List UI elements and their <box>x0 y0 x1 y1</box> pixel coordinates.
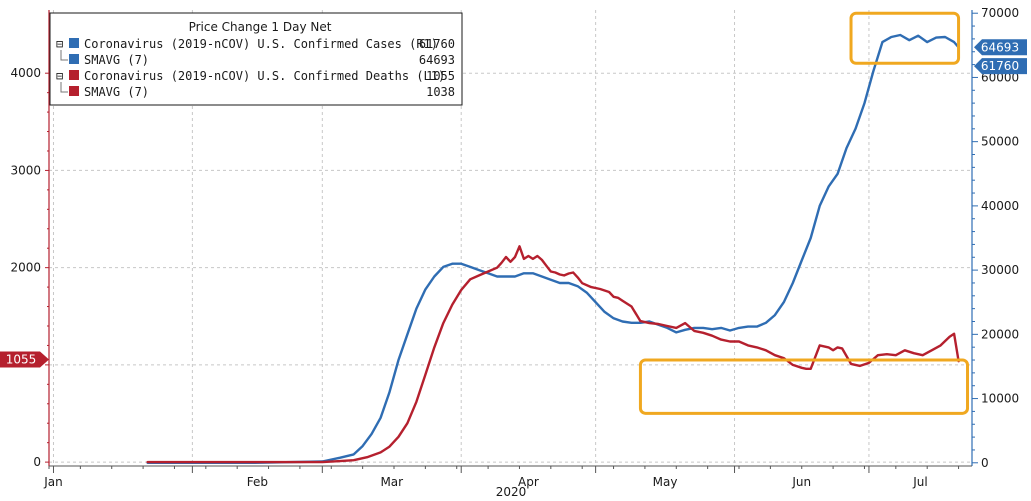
series-layer <box>146 33 960 464</box>
legend-entry-label: SMAVG (7) <box>84 53 149 67</box>
legend-collapse-toggle: ⊟ <box>56 69 63 83</box>
axis-value-flags: 1055 64693 61760 <box>0 39 1027 368</box>
highlight-box <box>849 11 961 65</box>
legend-entry-value: 61760 <box>419 37 455 51</box>
legend-swatch <box>69 86 79 96</box>
left-tick-label: 4000 <box>10 66 41 80</box>
legend-entry-label: Coronavirus (2019-nCOV) U.S. Confirmed D… <box>84 69 445 83</box>
legend-swatch <box>69 38 79 48</box>
deaths-smavg-line <box>146 245 960 464</box>
x-tick-label: Jul <box>912 475 927 489</box>
legend-entry-value: 64693 <box>419 53 455 67</box>
legend-entry-value: 1055 <box>426 69 455 83</box>
legend-entry-label: Coronavirus (2019-nCOV) U.S. Confirmed C… <box>84 37 438 51</box>
left-tick-label: 0 <box>33 455 41 469</box>
right-tick-label: 30000 <box>981 263 1019 277</box>
right-tick-label: 50000 <box>981 135 1019 149</box>
right-tick-label: 10000 <box>981 392 1019 406</box>
legend-collapse-toggle: ⊟ <box>56 37 63 51</box>
right-flag-label: 64693 <box>981 40 1019 54</box>
highlight-box <box>638 358 970 415</box>
legend-box <box>49 12 463 106</box>
legend-swatch <box>69 70 79 80</box>
left-tick-label: 2000 <box>10 261 41 275</box>
x-axis-title: 2020 <box>496 485 527 499</box>
left-axis-ticks: 0 2000 3000 4000 <box>10 66 49 469</box>
legend-entry-value: 1038 <box>426 85 455 99</box>
cases-smavg-line <box>146 33 960 464</box>
x-axis-ticks: Jan Feb Mar Apr May Jun Jul <box>43 466 960 489</box>
grid <box>49 10 972 466</box>
x-tick-label: Jun <box>791 475 811 489</box>
x-tick-label: Apr <box>518 475 539 489</box>
right-tick-label: 70000 <box>981 6 1019 20</box>
x-tick-label: Feb <box>247 475 268 489</box>
right-tick-label: 20000 <box>981 327 1019 341</box>
x-tick-label: May <box>653 475 678 489</box>
legend-title: Price Change 1 Day Net <box>189 20 332 34</box>
left-flag-label: 1055 <box>6 353 37 367</box>
right-value-flag <box>974 39 1027 56</box>
x-tick-label: Mar <box>380 475 403 489</box>
left-tick-label: 3000 <box>10 163 41 177</box>
left-value-flag <box>0 351 49 368</box>
legend-tree-connector <box>60 50 68 61</box>
legend: Price Change 1 Day Net ⊟ Coronavirus (2019… <box>49 12 463 106</box>
right-value-flag <box>974 58 1027 75</box>
legend-entry-label: SMAVG (7) <box>84 85 149 99</box>
right-tick-label: 40000 <box>981 199 1019 213</box>
right-flag-label: 61760 <box>981 59 1019 73</box>
legend-swatch <box>69 54 79 64</box>
legend-tree-connector <box>60 82 68 93</box>
highlight-boxes <box>638 11 970 415</box>
right-tick-label: 0 <box>981 456 989 470</box>
x-tick-label: Jan <box>43 475 63 489</box>
